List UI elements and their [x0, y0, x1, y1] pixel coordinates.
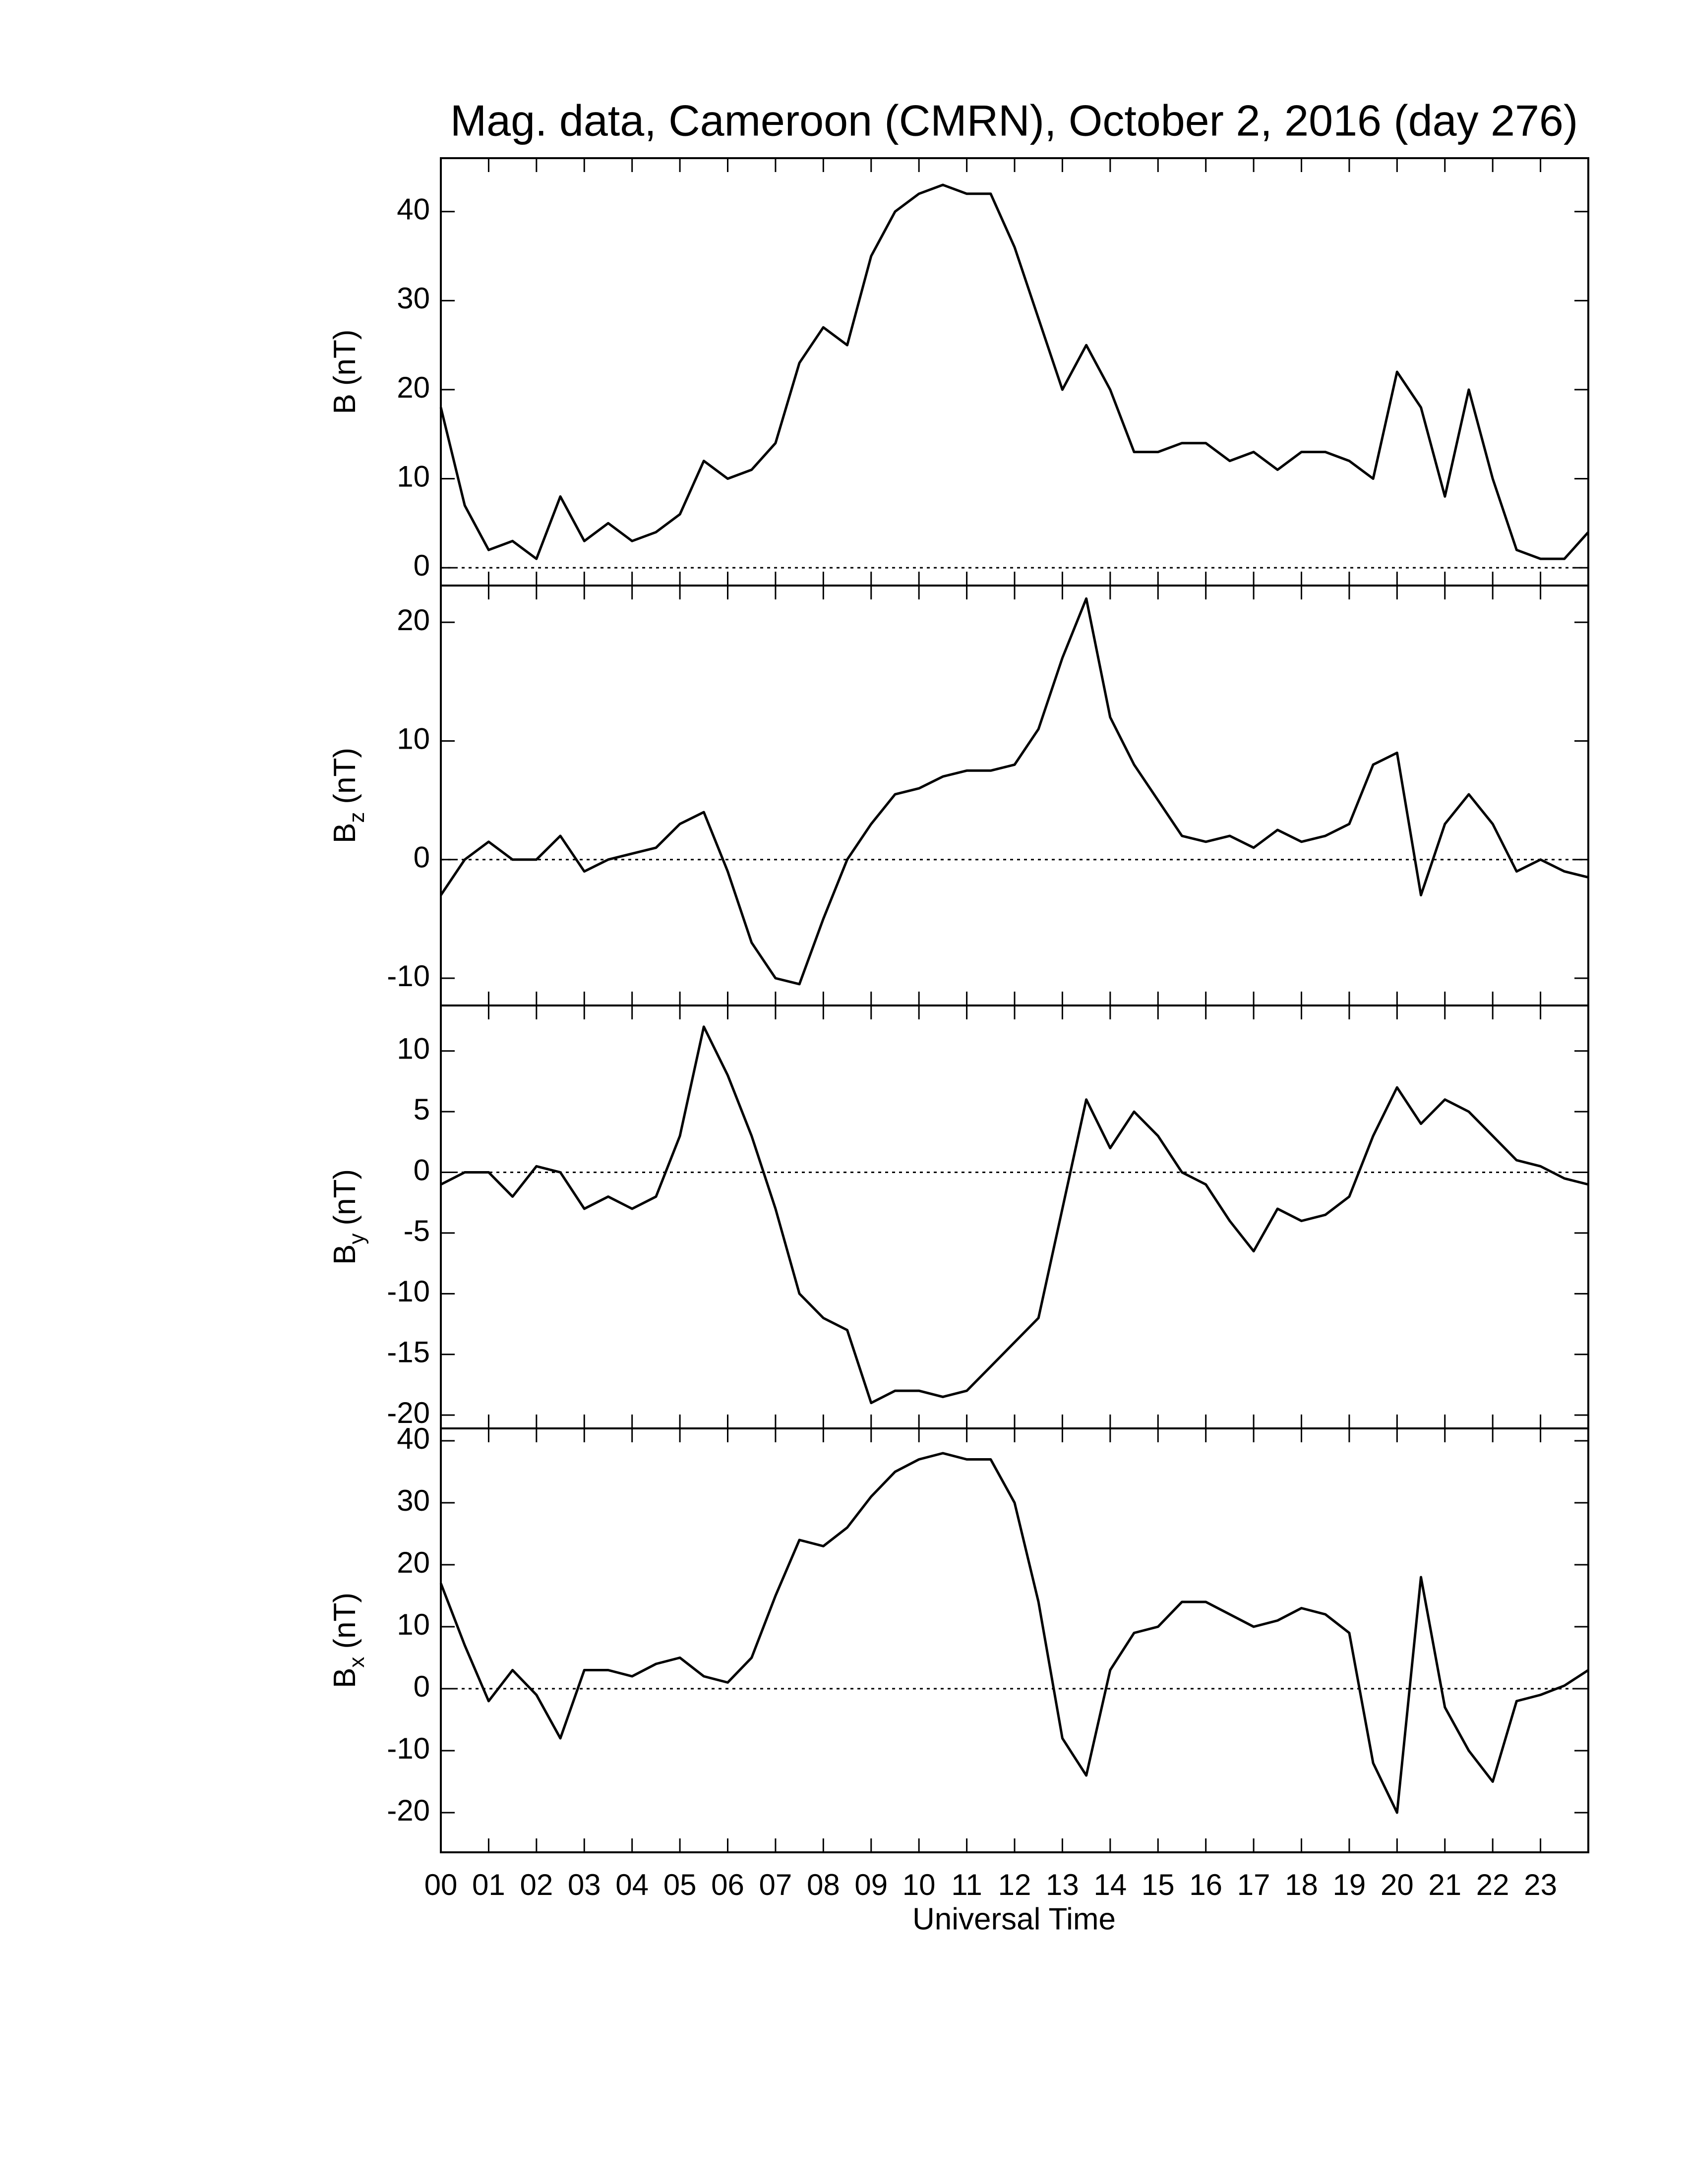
x-tick-label: 05 [663, 1868, 697, 1901]
x-tick-label: 06 [711, 1868, 744, 1901]
y-tick-label: -20 [387, 1794, 430, 1827]
y-tick-label: 0 [414, 841, 430, 874]
plot-frame [440, 1004, 1589, 1429]
y-tick-label: -15 [387, 1336, 430, 1369]
x-tick-label: 19 [1333, 1868, 1366, 1901]
plot-frame [440, 157, 1589, 587]
x-tick-label: 07 [759, 1868, 792, 1901]
x-tick-label: 22 [1476, 1868, 1509, 1901]
y-label-subscript: z [345, 812, 369, 823]
y-label-symbol: B [328, 1668, 362, 1688]
x-tick-label: 21 [1428, 1868, 1461, 1901]
data-line [439, 1452, 1589, 1814]
x-tick-label: 15 [1142, 1868, 1175, 1901]
x-tick-label: 02 [520, 1868, 553, 1901]
y-axis-label: B (nT) [328, 329, 362, 414]
y-tick-label: 5 [414, 1093, 430, 1126]
x-tick-label: 20 [1381, 1868, 1414, 1901]
y-tick-label: 0 [414, 1153, 430, 1186]
y-label-unit: (nT) [328, 1593, 362, 1649]
y-tick-label: 10 [397, 460, 430, 493]
plot-frame [440, 1427, 1589, 1853]
y-tick-label: 20 [397, 603, 430, 637]
x-tick-label: 11 [951, 1868, 982, 1901]
x-tick-label: 03 [568, 1868, 601, 1901]
x-tick-label: 18 [1285, 1868, 1318, 1901]
y-tick-label: -5 [404, 1214, 430, 1247]
y-tick-label: -10 [387, 1275, 430, 1308]
y-tick-label: 30 [397, 1484, 430, 1517]
x-tick-label: 14 [1093, 1868, 1127, 1901]
y-axis-label: Bz (nT) [328, 748, 368, 843]
x-tick-label: 04 [615, 1868, 649, 1901]
y-label-unit: (nT) [328, 748, 362, 804]
x-tick-label: 17 [1237, 1868, 1270, 1901]
y-tick-label: 20 [397, 371, 430, 404]
data-line [439, 183, 1589, 560]
x-tick-label: 23 [1524, 1868, 1557, 1901]
chart-title: Mag. data, Cameroon (CMRN), October 2, 2… [450, 96, 1578, 145]
y-tick-label: 40 [397, 1422, 430, 1455]
y-tick-label: 10 [397, 722, 430, 755]
y-tick-label: 10 [397, 1608, 430, 1641]
x-tick-label: 01 [472, 1868, 505, 1901]
y-label-symbol: B [328, 394, 362, 414]
y-label-unit: (nT) [328, 1169, 362, 1226]
y-label-subscript: y [345, 1234, 369, 1244]
x-tick-label: 16 [1189, 1868, 1222, 1901]
data-line [439, 597, 1589, 986]
y-tick-label: -20 [387, 1396, 430, 1429]
x-tick-label: 00 [424, 1868, 458, 1901]
y-label-subscript: x [345, 1657, 369, 1668]
y-label-unit: (nT) [328, 329, 362, 386]
y-tick-label: 10 [397, 1032, 430, 1065]
data-line [440, 1025, 1589, 1405]
x-tick-label: 10 [903, 1868, 936, 1901]
x-tick-label: 12 [998, 1868, 1031, 1901]
y-axis-label: By (nT) [328, 1169, 368, 1265]
x-tick-label: 09 [854, 1868, 888, 1901]
y-tick-label: 40 [397, 193, 430, 226]
x-axis-label: Universal Time [912, 1902, 1116, 1936]
x-tick-label: 13 [1046, 1868, 1079, 1901]
x-tick-label: 08 [807, 1868, 840, 1901]
y-tick-label: -10 [387, 959, 430, 993]
y-tick-label: 30 [397, 282, 430, 315]
y-axis-label: Bx (nT) [328, 1593, 368, 1688]
y-tick-label: 0 [414, 549, 430, 582]
y-tick-label: -10 [387, 1732, 430, 1765]
y-tick-label: 20 [397, 1546, 430, 1579]
y-tick-label: 0 [414, 1670, 430, 1703]
y-label-symbol: B [328, 1244, 362, 1265]
plot-frame [440, 585, 1589, 1006]
y-label-symbol: B [328, 823, 362, 843]
